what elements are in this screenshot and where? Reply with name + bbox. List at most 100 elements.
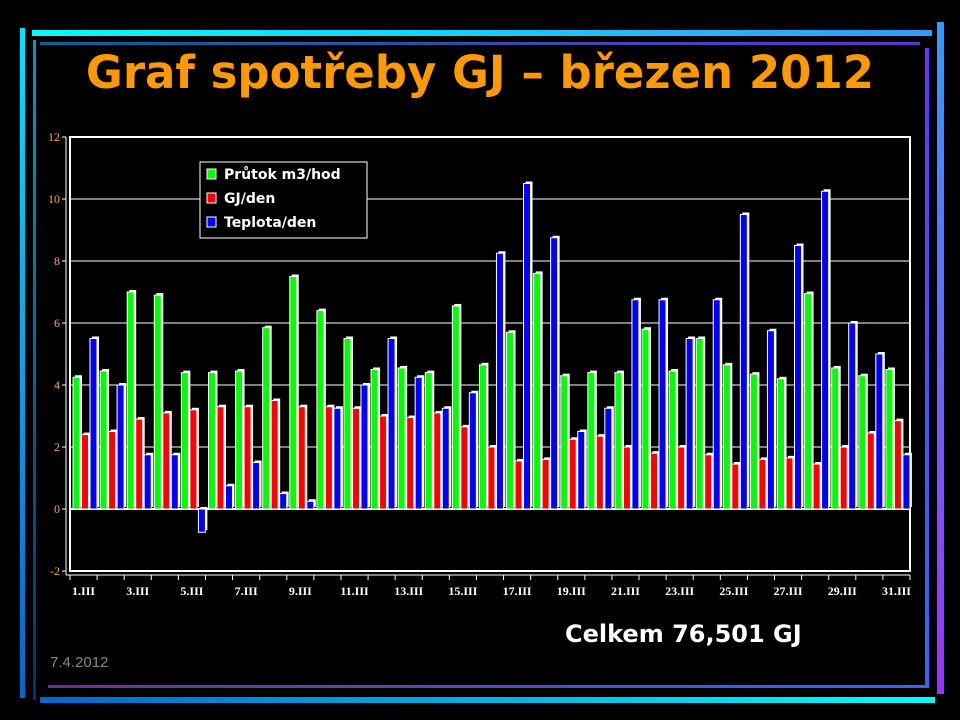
bar-teplota-den [739, 214, 748, 510]
bar-pr-tok-m3-hod [451, 305, 460, 510]
bar-teplota-den [89, 338, 98, 510]
bar-teplota-den [712, 299, 721, 510]
x-tick-label: 5.III [180, 584, 203, 598]
bar-gj-den [758, 458, 767, 510]
bar-pr-tok-m3-hod [424, 372, 433, 510]
bar-teplota-den [685, 338, 694, 510]
y-tick-label: 0 [54, 502, 60, 516]
bar-pr-tok-m3-hod [126, 291, 135, 510]
bar-pr-tok-m3-hod [560, 375, 569, 510]
x-tick-label: 11.III [340, 584, 369, 598]
bar-teplota-den [902, 454, 911, 510]
bar-gj-den [731, 463, 740, 510]
y-tick-label: 4 [54, 378, 60, 392]
bar-teplota-den [848, 322, 857, 510]
bar-teplota-den [414, 376, 423, 510]
decor-top-bar-thin [40, 42, 920, 45]
slide-title: Graf spotřeby GJ – březen 2012 [85, 46, 875, 99]
x-tick-label: 7.III [235, 584, 258, 598]
bar-gj-den [433, 412, 442, 510]
bar-gj-den [81, 434, 89, 510]
bar-pr-tok-m3-hod [235, 370, 244, 510]
decor-right-bar-inner [925, 48, 929, 688]
bar-pr-tok-m3-hod [831, 367, 840, 510]
y-tick-label: 8 [54, 254, 60, 268]
bar-pr-tok-m3-hod [262, 327, 271, 510]
bar-gj-den [460, 426, 469, 510]
bar-gj-den [839, 446, 848, 510]
bar-teplota-den [495, 252, 504, 510]
y-tick-label: -2 [50, 564, 60, 578]
bar-pr-tok-m3-hod [478, 364, 487, 510]
bar-pr-tok-m3-hod [99, 370, 108, 510]
bar-pr-tok-m3-hod [316, 310, 325, 510]
bar-gj-den [162, 412, 171, 510]
x-tick-label: 23.III [665, 584, 694, 598]
bar-gj-den [270, 400, 279, 510]
bar-pr-tok-m3-hod [804, 293, 813, 510]
bar-pr-tok-m3-hod [180, 372, 189, 510]
bar-teplota-den [631, 299, 640, 510]
x-tick-label: 1.III [72, 584, 95, 598]
bar-pr-tok-m3-hod [506, 331, 515, 510]
bar-teplota-den [224, 485, 233, 510]
bar-pr-tok-m3-hod [695, 338, 704, 510]
bar-teplota-den [550, 237, 559, 510]
bar-gj-den [568, 438, 577, 510]
total-label: Celkem 76,501 GJ [565, 620, 802, 648]
bar-gj-den [379, 415, 388, 510]
bar-teplota-den [468, 392, 477, 510]
bar-gj-den [514, 460, 523, 510]
bar-gj-den [406, 417, 415, 510]
decor-bottom-bar [40, 697, 935, 703]
x-tick-label: 17.III [503, 584, 532, 598]
bar-pr-tok-m3-hod [722, 364, 731, 510]
x-tick-label: 3.III [126, 584, 149, 598]
decor-right-bar [937, 22, 944, 694]
bar-pr-tok-m3-hod [641, 328, 650, 510]
y-tick-label: 12 [48, 130, 60, 144]
bar-gj-den [324, 406, 333, 510]
bar-teplota-den [523, 183, 532, 510]
bar-teplota-den [306, 500, 315, 510]
bar-teplota-den [821, 190, 830, 510]
bar-gj-den [622, 446, 631, 510]
slide-date: 7.4.2012 [50, 654, 109, 671]
bar-gj-den [650, 452, 659, 510]
bar-teplota-den [170, 454, 179, 510]
y-tick-label: 2 [54, 440, 60, 454]
bar-pr-tok-m3-hod [587, 372, 596, 510]
bar-teplota-den [875, 353, 884, 510]
bar-teplota-den [577, 431, 586, 510]
bar-gj-den [487, 446, 496, 510]
bar-gj-den [866, 432, 875, 510]
decor-bottom-bar-thin [48, 685, 928, 688]
legend-swatch [206, 168, 217, 180]
bar-pr-tok-m3-hod [153, 294, 162, 510]
bar-pr-tok-m3-hod [777, 378, 786, 510]
bar-teplota-den [766, 330, 775, 510]
bar-gj-den [108, 431, 117, 510]
bar-teplota-den [360, 384, 369, 510]
bar-pr-tok-m3-hod [397, 367, 406, 510]
decor-left-bar [20, 28, 25, 698]
bar-teplota-den [604, 407, 613, 510]
x-tick-label: 29.III [828, 584, 857, 598]
bar-gj-den [216, 406, 225, 510]
bar-teplota-den [441, 407, 450, 510]
x-tick-label: 9.III [289, 584, 312, 598]
x-tick-label: 13.III [394, 584, 423, 598]
x-tick-label: 25.III [719, 584, 748, 598]
bar-gj-den [785, 457, 794, 510]
y-tick-label: 10 [48, 192, 60, 206]
legend-label: GJ/den [224, 191, 275, 207]
x-tick-label: 19.III [557, 584, 586, 598]
bar-gj-den [704, 454, 713, 510]
bar-teplota-den [252, 462, 261, 510]
bar-gj-den [135, 418, 144, 510]
legend-box [199, 161, 368, 239]
bar-pr-tok-m3-hod [749, 373, 758, 510]
bar-teplota-den [333, 407, 342, 510]
bar-teplota-den [387, 338, 396, 510]
